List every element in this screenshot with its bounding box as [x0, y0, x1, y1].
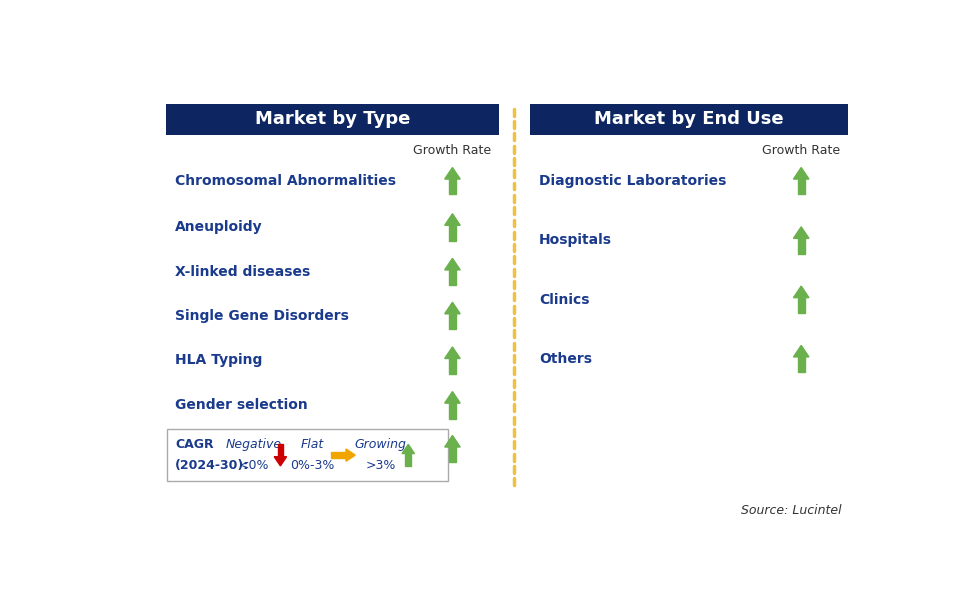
Text: Source: Lucintel: Source: Lucintel	[741, 504, 841, 517]
Polygon shape	[444, 347, 460, 359]
Polygon shape	[793, 168, 809, 179]
Text: Growth Rate: Growth Rate	[762, 144, 840, 157]
Polygon shape	[277, 444, 283, 457]
Polygon shape	[449, 179, 456, 195]
Polygon shape	[444, 168, 460, 179]
Polygon shape	[444, 303, 460, 314]
Polygon shape	[449, 447, 456, 462]
Polygon shape	[402, 444, 414, 454]
Polygon shape	[449, 403, 456, 418]
Text: Aneuploidy: Aneuploidy	[175, 220, 263, 234]
Polygon shape	[798, 239, 805, 254]
Polygon shape	[798, 298, 805, 313]
Polygon shape	[444, 392, 460, 403]
Text: >3%: >3%	[365, 459, 395, 473]
Polygon shape	[444, 259, 460, 270]
Polygon shape	[449, 270, 456, 285]
Text: Market by End Use: Market by End Use	[594, 110, 783, 128]
Text: Others: Others	[539, 352, 592, 366]
Text: (2024-30):: (2024-30):	[175, 459, 249, 473]
Text: Diagnostic Laboratories: Diagnostic Laboratories	[539, 174, 726, 188]
Polygon shape	[449, 314, 456, 329]
Polygon shape	[444, 214, 460, 225]
FancyBboxPatch shape	[530, 104, 848, 135]
Polygon shape	[793, 345, 809, 357]
Text: Chromosomal Abnormalities: Chromosomal Abnormalities	[175, 174, 396, 188]
Polygon shape	[346, 449, 355, 461]
Polygon shape	[444, 436, 460, 447]
Polygon shape	[793, 227, 809, 239]
Polygon shape	[331, 453, 346, 458]
Polygon shape	[793, 286, 809, 298]
Text: 0%-3%: 0%-3%	[290, 459, 334, 473]
Polygon shape	[406, 454, 412, 466]
Text: Market by Type: Market by Type	[255, 110, 410, 128]
Text: X-linked diseases: X-linked diseases	[175, 265, 310, 279]
Text: Growing: Growing	[355, 438, 407, 451]
Text: Flat: Flat	[300, 438, 324, 451]
Text: Growth Rate: Growth Rate	[413, 144, 492, 157]
Text: CAGR: CAGR	[175, 438, 213, 451]
Text: Negative: Negative	[226, 438, 282, 451]
Polygon shape	[798, 179, 805, 195]
Text: Clinics: Clinics	[539, 293, 590, 307]
Polygon shape	[274, 457, 287, 466]
Text: Hospitals: Hospitals	[539, 233, 612, 247]
Text: Others: Others	[175, 442, 228, 456]
Text: Single Gene Disorders: Single Gene Disorders	[175, 309, 349, 323]
Polygon shape	[449, 359, 456, 374]
Polygon shape	[798, 357, 805, 372]
Text: HLA Typing: HLA Typing	[175, 353, 263, 367]
Polygon shape	[449, 225, 456, 241]
Text: Gender selection: Gender selection	[175, 398, 308, 412]
Text: <0%: <0%	[239, 459, 270, 473]
FancyBboxPatch shape	[166, 104, 499, 135]
FancyBboxPatch shape	[167, 429, 448, 481]
